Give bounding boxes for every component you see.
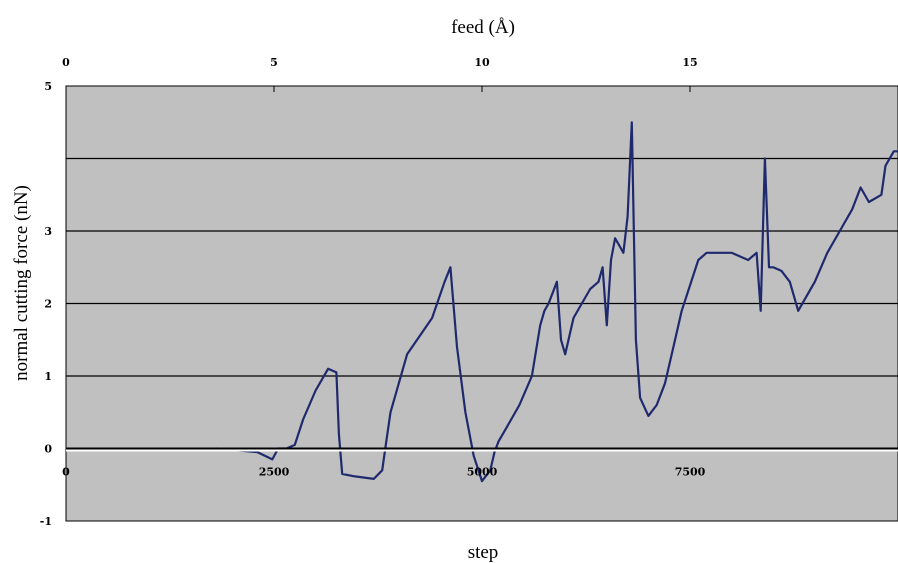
x2-tick-label: 0 bbox=[62, 56, 70, 69]
x2-tick-label: 15 bbox=[682, 56, 697, 69]
y-axis-title: normal cutting force (nN) bbox=[11, 185, 32, 381]
y-tick-labels: -1 0 1 2 3 5 bbox=[40, 80, 53, 528]
x2-tick-label: 5 bbox=[270, 56, 278, 69]
x-tick-label: 7500 bbox=[675, 466, 706, 479]
y-tick-label: 3 bbox=[44, 225, 52, 238]
plot-area bbox=[65, 85, 898, 522]
x-axis-title: step bbox=[468, 542, 499, 563]
x-tick-labels: 0 2500 5000 7500 bbox=[62, 466, 705, 479]
x-tick-label: 2500 bbox=[259, 466, 290, 479]
series-line bbox=[215, 121, 898, 483]
y-tick-label: 5 bbox=[44, 80, 52, 93]
x-tick-label: 5000 bbox=[467, 466, 498, 479]
x2-tick-label: 10 bbox=[474, 56, 490, 69]
y-tick-label: -1 bbox=[40, 515, 52, 528]
x2-axis-title: feed (Å) bbox=[451, 17, 515, 38]
x2-tick-labels: 0 5 10 15 bbox=[62, 56, 697, 69]
x-tick-label-origin: 0 bbox=[62, 466, 70, 479]
y-tick-label: 0 bbox=[44, 443, 52, 456]
x2-tick-marks bbox=[65, 86, 691, 92]
y-tick-label: 2 bbox=[44, 298, 52, 311]
y-tick-label: 1 bbox=[44, 370, 52, 383]
